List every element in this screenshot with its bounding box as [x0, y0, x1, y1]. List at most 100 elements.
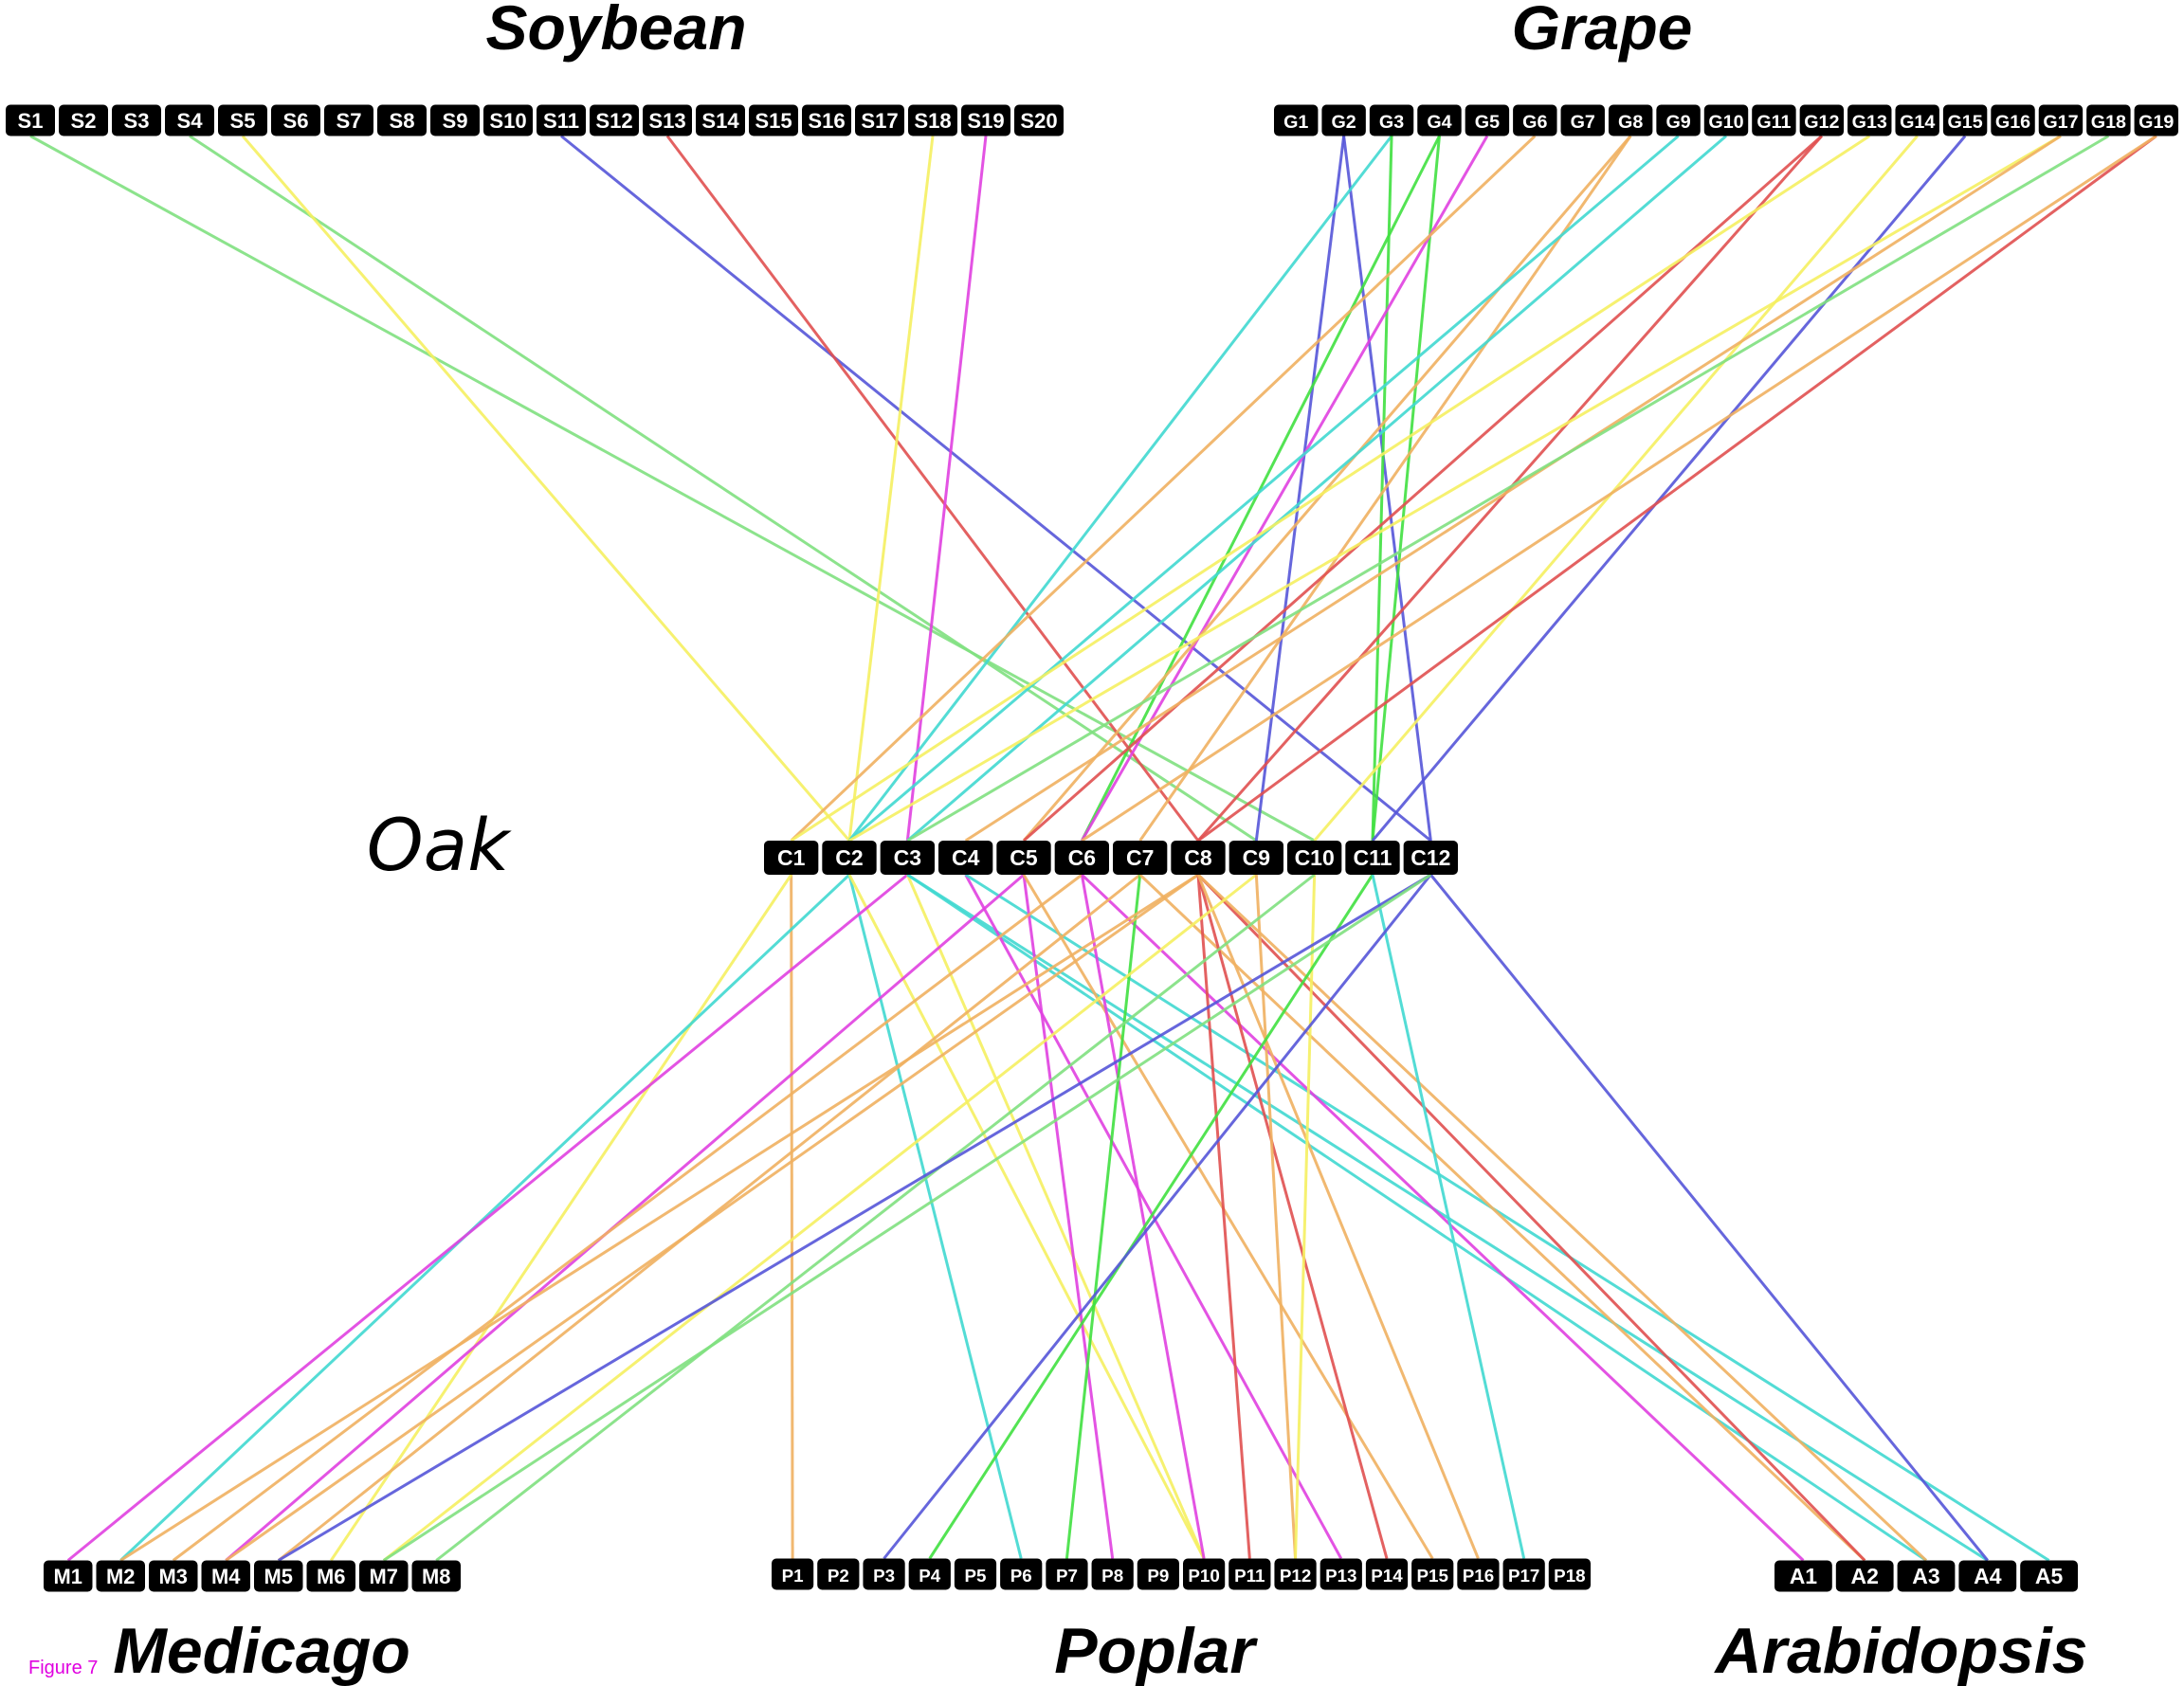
- chromosome-chip-bg: [359, 1560, 409, 1592]
- chromosome-chip-bg: [1321, 104, 1366, 136]
- chromosome-c11: C11: [1345, 841, 1400, 875]
- chromosome-m7: M7: [359, 1560, 409, 1592]
- chromosome-m2: M2: [96, 1560, 145, 1592]
- chromosome-s18: S18: [908, 104, 957, 136]
- chromosome-chip-bg: [908, 104, 957, 136]
- chromosome-s20: S20: [1014, 104, 1064, 136]
- arabidopsis-title: Arabidopsis: [1714, 1615, 2088, 1686]
- chromosome-p9: P9: [1137, 1558, 1179, 1590]
- chromosome-s11: S11: [537, 104, 586, 136]
- chromosome-chip-bg: [822, 841, 877, 875]
- chromosome-label: C2: [835, 845, 863, 870]
- chromosome-label: P11: [1234, 1566, 1265, 1586]
- chromosome-label: C6: [1068, 845, 1096, 870]
- chromosome-s7: S7: [324, 104, 373, 136]
- synteny-link-g9-c2: [848, 135, 1680, 843]
- chromosome-label: G18: [2091, 112, 2126, 133]
- chromosome-g17: G17: [2038, 104, 2084, 136]
- chromosome-chip-bg: [271, 104, 320, 136]
- chromosome-chip-bg: [938, 841, 993, 875]
- chromosome-chip-bg: [324, 104, 373, 136]
- chromosome-label: M5: [264, 1565, 293, 1588]
- chromosome-p6: P6: [1000, 1558, 1043, 1590]
- chromosome-c3: C3: [880, 841, 935, 875]
- chromosome-label: C4: [952, 845, 980, 870]
- chromosome-label: S19: [967, 109, 1004, 133]
- chromosome-a1: A1: [1774, 1560, 1832, 1592]
- chromosome-chip-bg: [643, 104, 692, 136]
- chromosome-label: S11: [543, 109, 579, 133]
- chromosome-p1: P1: [772, 1558, 814, 1590]
- chromosome-label: S10: [489, 109, 526, 133]
- synteny-link-s19-c3: [905, 136, 988, 842]
- chromosome-label: P8: [1101, 1566, 1123, 1586]
- chromosome-label: C8: [1184, 845, 1212, 870]
- chromosome-chip-bg: [764, 841, 819, 875]
- oak-chromosome-row: C1 C2 C3 C4 C5 C6 C7 C8 C9 C10 C11 C12: [764, 841, 1458, 875]
- chromosome-chip-bg: [1752, 104, 1796, 136]
- chromosome-chip-bg: [1113, 841, 1168, 875]
- chromosome-label: P12: [1280, 1566, 1311, 1586]
- chromosome-c6: C6: [1054, 841, 1109, 875]
- chromosome-p15: P15: [1411, 1558, 1454, 1590]
- chromosome-chip-bg: [1465, 104, 1510, 136]
- synteny-link-c8-a2: [1196, 873, 1866, 1562]
- chromosome-p18: P18: [1548, 1558, 1591, 1590]
- synteny-link-c12-p3: [883, 874, 1432, 1560]
- chromosome-label: S13: [648, 109, 685, 133]
- chromosome-g7: G7: [1560, 104, 1605, 136]
- synteny-link-c2-p10: [847, 874, 1206, 1560]
- chromosome-chip-bg: [201, 1560, 250, 1592]
- chromosome-chip-bg: [1000, 1558, 1043, 1590]
- medicago-chromosome-row: M1 M2 M3 M4 M5 M6 M7 M8: [44, 1560, 461, 1592]
- chromosome-label: P17: [1508, 1566, 1539, 1586]
- chromosome-label: P13: [1325, 1566, 1356, 1586]
- chromosome-c7: C7: [1113, 841, 1168, 875]
- chromosome-label: S18: [914, 109, 951, 133]
- chromosome-chip-bg: [863, 1558, 905, 1590]
- chromosome-chip-bg: [1365, 1558, 1409, 1590]
- chromosome-label: P18: [1554, 1566, 1585, 1586]
- synteny-link-g17-c4: [964, 135, 2062, 843]
- synteny-link-c12-m5: [277, 873, 1432, 1562]
- chromosome-chip-bg: [1417, 104, 1462, 136]
- chromosome-chip-bg: [1369, 104, 1414, 136]
- synteny-link-c8-m4: [225, 873, 1199, 1562]
- synteny-link-c8-m2: [119, 873, 1199, 1562]
- chromosome-m6: M6: [306, 1560, 355, 1592]
- chromosome-m5: M5: [254, 1560, 303, 1592]
- chromosome-label: M2: [106, 1565, 135, 1588]
- chromosome-chip-bg: [1895, 104, 1939, 136]
- poplar-title: Poplar: [1054, 1615, 1258, 1686]
- chromosome-c4: C4: [938, 841, 993, 875]
- chromosome-s5: S5: [218, 104, 267, 136]
- chromosome-s17: S17: [855, 104, 904, 136]
- chromosome-chip-bg: [1799, 104, 1845, 136]
- chromosome-chip-bg: [2020, 1560, 2078, 1592]
- chromosome-chip-bg: [1703, 104, 1749, 136]
- chromosome-chip-bg: [1513, 104, 1557, 136]
- chromosome-chip-bg: [218, 104, 267, 136]
- chromosome-label: P9: [1147, 1566, 1169, 1586]
- chromosome-s19: S19: [961, 104, 1010, 136]
- chromosome-chip-bg: [1228, 841, 1283, 875]
- chromosome-m8: M8: [411, 1560, 461, 1592]
- chromosome-p7: P7: [1046, 1558, 1088, 1590]
- chromosome-chip-bg: [165, 104, 214, 136]
- chromosome-c10: C10: [1287, 841, 1342, 875]
- chromosome-chip-bg: [1897, 1560, 1956, 1592]
- chromosome-g18: G18: [2086, 104, 2131, 136]
- chromosome-chip-bg: [1183, 1558, 1226, 1590]
- chromosome-p13: P13: [1320, 1558, 1362, 1590]
- chromosome-chip-bg: [855, 104, 904, 136]
- chromosome-chip-bg: [1274, 1558, 1317, 1590]
- chromosome-s3: S3: [112, 104, 161, 136]
- chromosome-s10: S10: [483, 104, 533, 136]
- chromosome-p14: P14: [1365, 1558, 1409, 1590]
- chromosome-s9: S9: [430, 104, 480, 136]
- chromosome-label: G9: [1665, 112, 1690, 133]
- chromosome-label: P3: [873, 1566, 895, 1586]
- synteny-link-c2-m2: [119, 873, 851, 1562]
- chromosome-c12: C12: [1403, 841, 1458, 875]
